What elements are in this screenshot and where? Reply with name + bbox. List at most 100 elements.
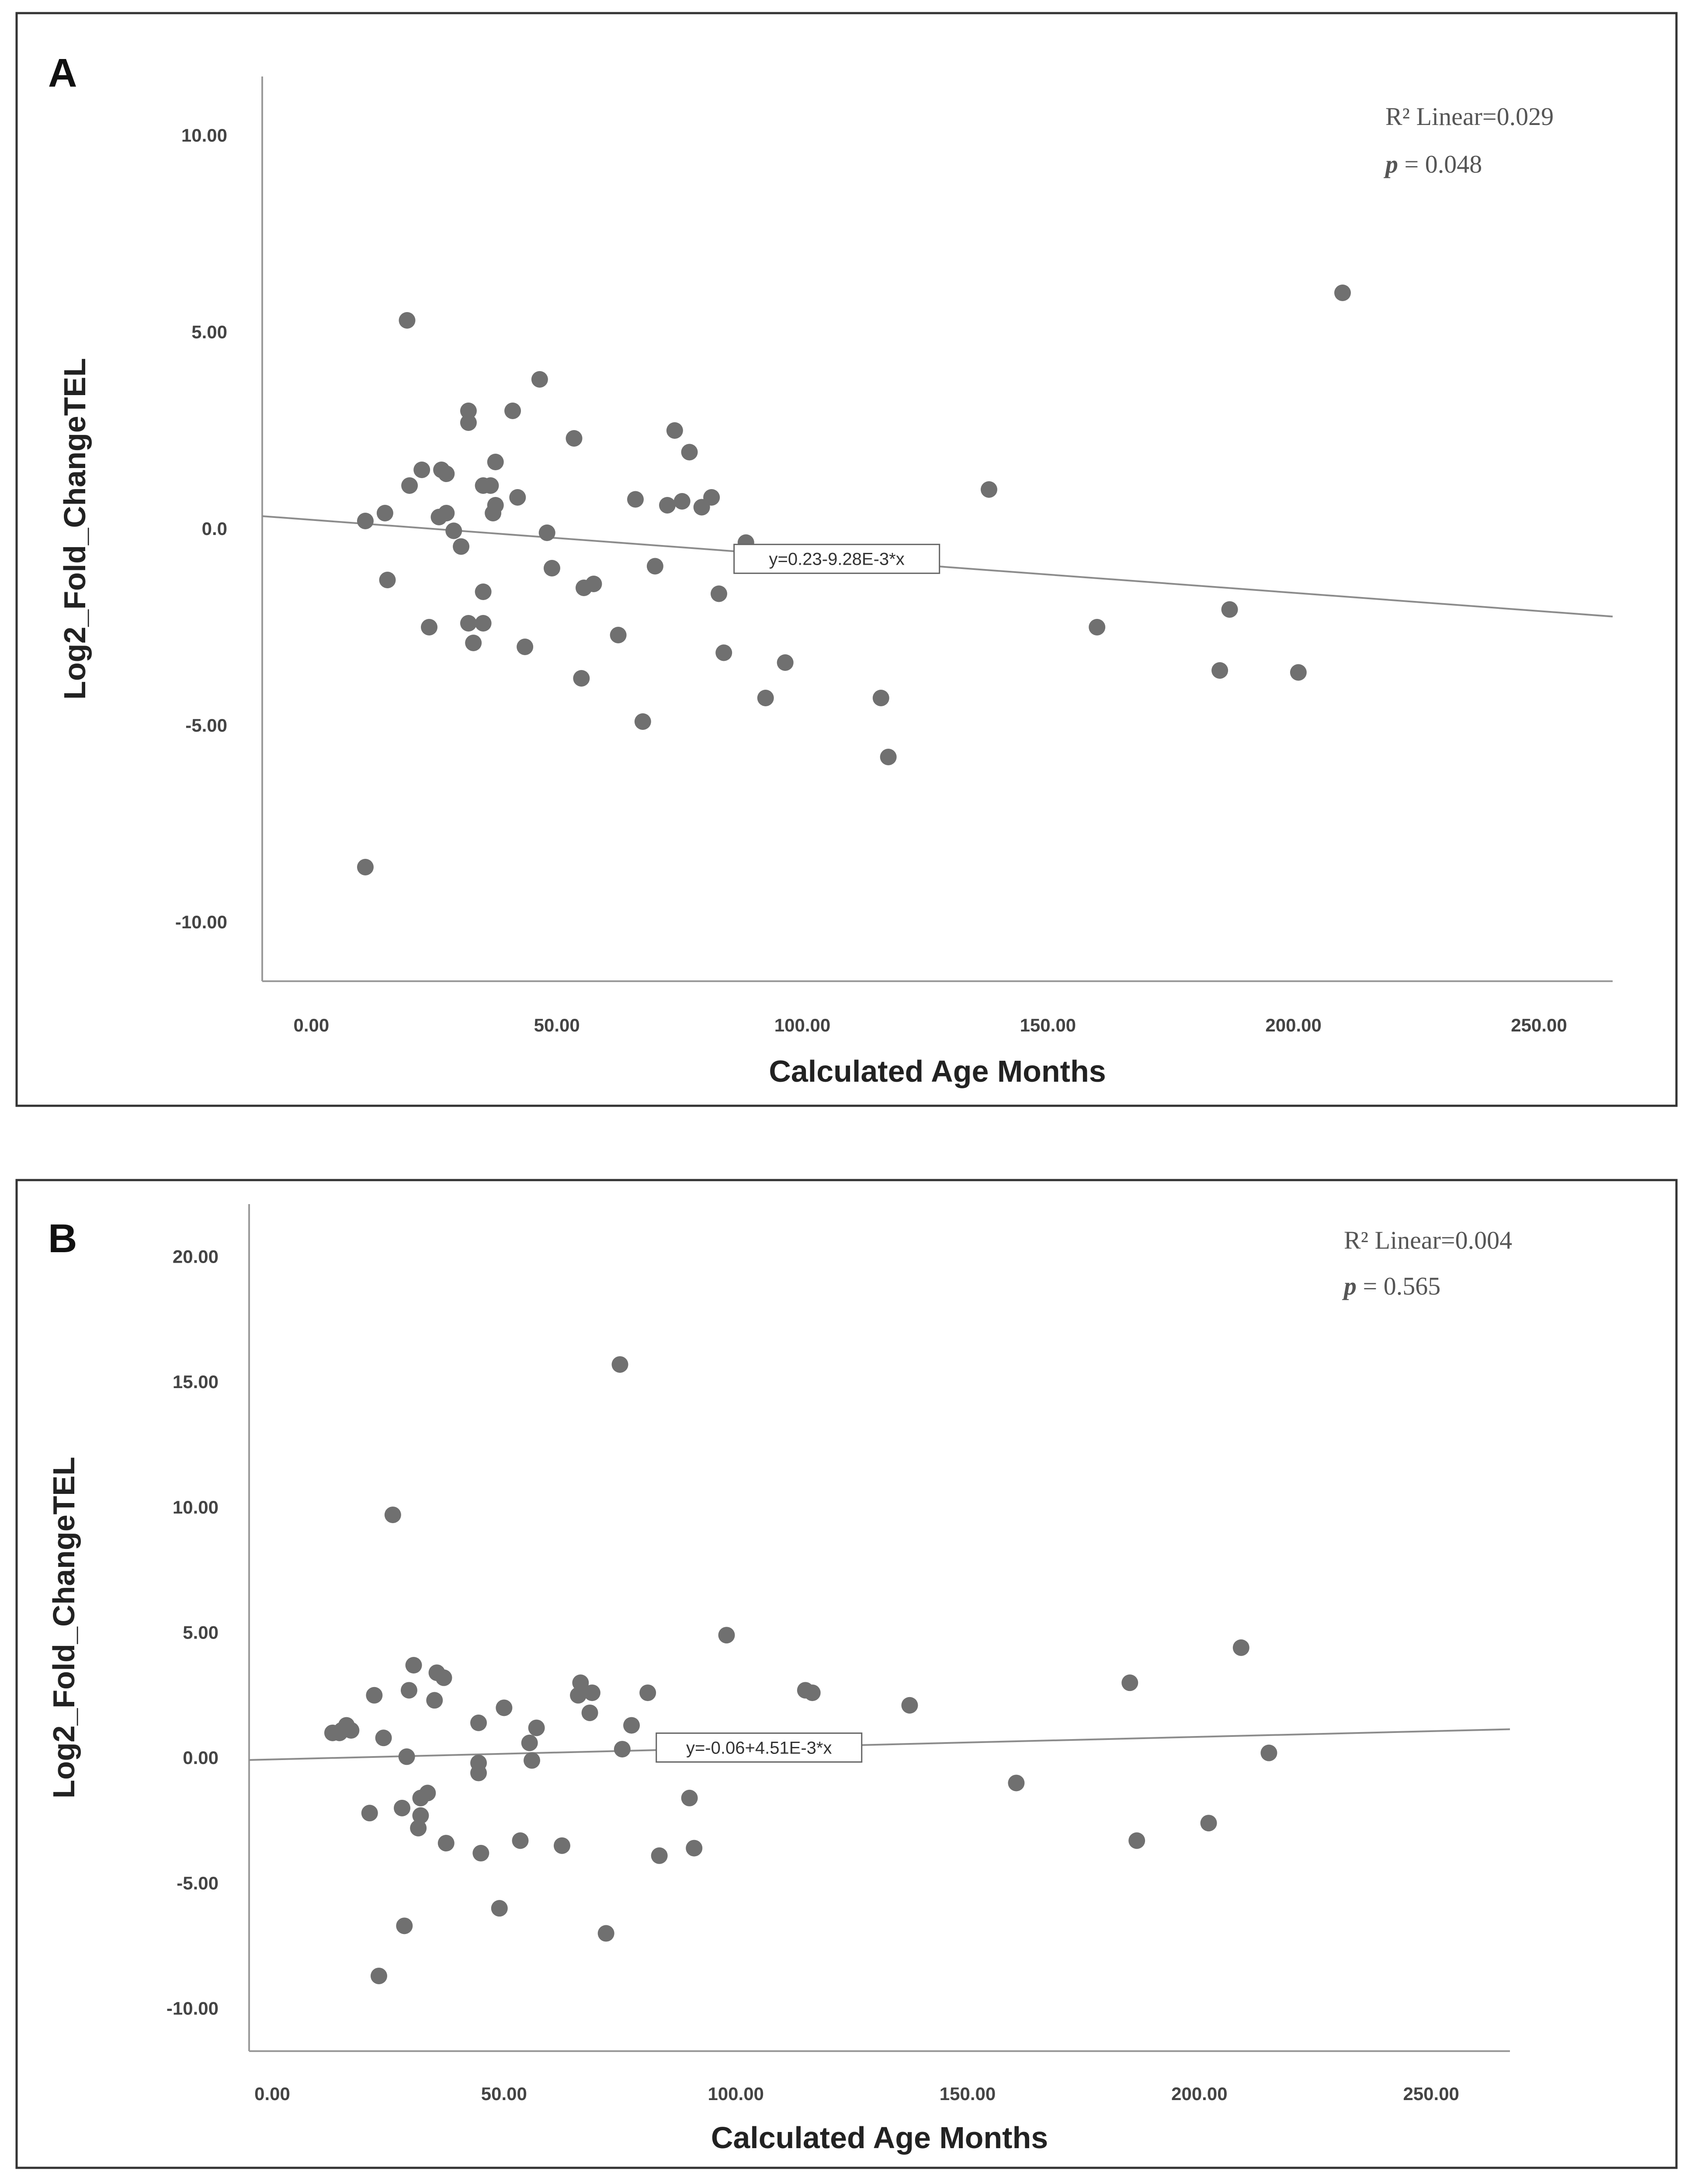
panel-a-data-point (573, 670, 590, 687)
panel-a-data-point (1211, 662, 1228, 679)
panel-b-data-point (1260, 1744, 1277, 1761)
panel-a-y-tick-label: 10.00 (181, 125, 227, 146)
panel-b-data-point (718, 1627, 735, 1644)
panel-a-data-point (538, 524, 555, 541)
panel-a-p-label: p = 0.048 (1383, 150, 1482, 178)
panel-b-data-point (581, 1704, 598, 1721)
panel-b-data-point (651, 1847, 668, 1864)
panel-a-fit-equation: y=0.23-9.28E-3*x (769, 550, 905, 569)
panel-a-data-point (585, 576, 602, 592)
panel-b-data-point (491, 1900, 508, 1917)
panel-a-data-point (453, 538, 470, 555)
panel-a-data-point (475, 583, 492, 600)
panel-b-data-point (396, 1917, 413, 1934)
panel-b-y-tick-label: 15.00 (173, 1372, 219, 1392)
panel-b-data-point (521, 1734, 538, 1751)
panel-a-data-point (357, 513, 374, 529)
panel-a-data-point (438, 505, 455, 521)
panel-b-p-symbol: p (1342, 1272, 1357, 1300)
panel-b-x-tick-label: 100.00 (708, 2083, 763, 2104)
panel-a-data-point (401, 477, 418, 494)
panel-a-data-point (646, 558, 663, 575)
panel-a-data-point (1334, 285, 1351, 301)
panel-a-x-tick-label: 100.00 (774, 1015, 830, 1035)
panel-a-r2-label: R² Linear=0.029 (1385, 102, 1554, 131)
panel-b-data-point (375, 1729, 392, 1747)
panel-b-x-axis-title: Calculated Age Months (711, 2121, 1048, 2155)
panel-a-data-point (475, 615, 492, 632)
panel-b-data-point (623, 1717, 640, 1734)
panel-a-data-point (399, 312, 416, 329)
panel-a-data-point (757, 690, 774, 706)
panel-b-fit-equation-box (656, 1732, 863, 1763)
panel-b-data-point (597, 1925, 614, 1942)
panel-a-data-point (465, 635, 482, 651)
panel-b-y-tick-label: 0.00 (183, 1747, 219, 1768)
panel-b-data-point (470, 1764, 487, 1781)
panel-b-data-point (553, 1837, 570, 1854)
panel-b-data-point (1232, 1639, 1249, 1656)
panel-a-data-point (666, 422, 683, 439)
panel-b-y-axis-title: Log2_Fold_ChangeTEL (47, 1457, 81, 1799)
panel-b-data-point (570, 1687, 587, 1704)
panel-a-data-point (880, 749, 897, 765)
panel-b-data-point (524, 1752, 541, 1769)
panel-b-data-point (681, 1789, 698, 1806)
panel-a-x-tick-label: 50.00 (534, 1015, 580, 1035)
panel-a-x-tick-label: 150.00 (1020, 1015, 1076, 1035)
panel-a-frame (15, 12, 1678, 1107)
panel-b-data-point (437, 1835, 455, 1852)
panel-b-data-point (1128, 1832, 1145, 1849)
panel-a-data-point (1221, 601, 1238, 618)
panel-b-data-point (384, 1506, 401, 1523)
panel-b-r2-label: R² Linear=0.004 (1344, 1226, 1512, 1254)
panel-a-data-point (1290, 664, 1307, 681)
panel-a-x-tick-label: 200.00 (1265, 1015, 1321, 1035)
panel-a-x-tick-label: 250.00 (1511, 1015, 1567, 1035)
panel-a-plot: 10.00 5.00 0.0 -5.00 -10.00 0.00 50.00 100.00 15… (58, 76, 1613, 1088)
panel-a-data-point (543, 560, 560, 576)
panel-a-data-point (673, 493, 691, 510)
panel-a-data-point (517, 639, 534, 655)
panel-a-data-point (460, 615, 477, 632)
panel-b-data-point (1200, 1815, 1217, 1832)
panel-b-p-label: p = 0.565 (1342, 1272, 1440, 1300)
panel-a-x-tick-label: 0.00 (293, 1015, 329, 1035)
panel-a-x-axis-title: Calculated Age Months (769, 1054, 1106, 1088)
panel-b-fit-equation: y=-0.06+4.51E-3*x (686, 1738, 832, 1757)
panel-a-data-point (445, 522, 462, 539)
panel-b-data-point (572, 1674, 589, 1691)
panel-a-y-tick-label: 0.0 (202, 518, 227, 539)
panel-b-data-point (1121, 1674, 1138, 1691)
panel-a-data-point (659, 497, 676, 514)
panel-b-plot: 20.00 15.00 10.00 5.00 0.00 -5.00 -10.00 0.00 50… (47, 1204, 1510, 2155)
panel-b-data-point (614, 1741, 631, 1758)
panel-a-data-point (634, 713, 651, 730)
panel-b-data-point (419, 1785, 436, 1802)
panel-b-data-point (366, 1687, 383, 1704)
panel-a-y-tick-label: -5.00 (185, 715, 227, 736)
panel-a: A R² Linear=0.029 p = 0.048 10.00 5.00 0.0… (15, 12, 1678, 1107)
panel-b-data-point (804, 1684, 821, 1701)
panel-b-p-value: = 0.565 (1357, 1272, 1440, 1300)
panel-a-data-point (357, 859, 374, 875)
panel-b-data-point (343, 1722, 360, 1739)
panel-b-x-tick-label: 0.00 (254, 2083, 290, 2104)
panel-a-data-point (482, 477, 499, 494)
panel-a-data-point (566, 430, 583, 447)
panel-a-data-point (376, 505, 393, 521)
panel-b-data-point (435, 1669, 452, 1686)
panel-b-data-point (472, 1845, 489, 1862)
panel-b-data-point (410, 1819, 427, 1837)
panel-a-data-point (487, 454, 504, 470)
panel-a-data-point (980, 481, 997, 498)
panel-b-data-point (901, 1697, 918, 1714)
panel-b-y-tick-label: 10.00 (173, 1497, 219, 1517)
panel-b-data-point (394, 1799, 411, 1816)
panel-a-data-point (379, 572, 396, 588)
panel-a-p-value: = 0.048 (1398, 150, 1482, 178)
panel-a-data-point (460, 403, 477, 419)
panel-b-x-tick-label: 150.00 (940, 2083, 996, 2104)
panel-a-data-point (627, 491, 644, 508)
